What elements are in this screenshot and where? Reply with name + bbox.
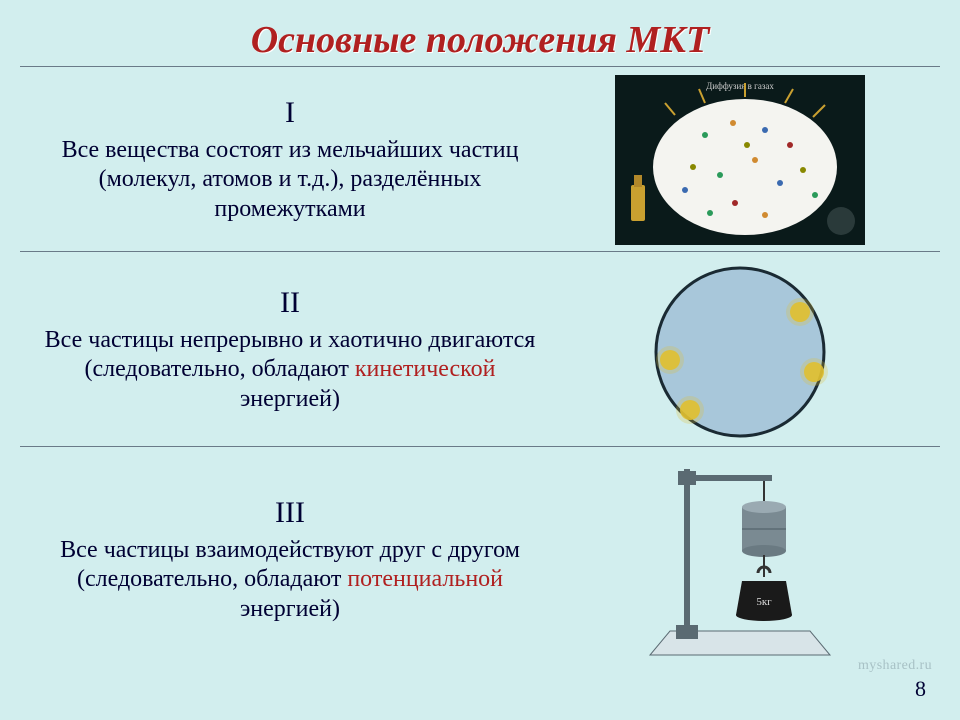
row-3-desc-post: энергией) bbox=[240, 596, 340, 622]
row-3-roman: III bbox=[38, 496, 542, 530]
row-3-desc: Все частицы взаимодействуют друг с друго… bbox=[38, 536, 542, 624]
kinetic-figure bbox=[630, 260, 850, 440]
row-1: I Все вещества состоят из мельчайших час… bbox=[20, 66, 940, 251]
row-3: III Все частицы взаимодействуют друг с д… bbox=[20, 446, 940, 671]
row-1-text: I Все вещества состоят из мельчайших час… bbox=[20, 96, 560, 224]
row-2-desc-em: кинетической bbox=[355, 356, 496, 382]
diffusion-caption: Диффузия в газах bbox=[706, 81, 774, 91]
row-1-desc: Все вещества состоят из мельчайших части… bbox=[38, 136, 542, 224]
row-2-desc-post: энергией) bbox=[240, 386, 340, 412]
row-3-text: III Все частицы взаимодействуют друг с д… bbox=[20, 496, 560, 624]
stand-figure: 5кг bbox=[630, 455, 850, 665]
upper-cylinder bbox=[742, 501, 786, 557]
row-1-image: Диффузия в газах bbox=[560, 75, 920, 245]
slide-title: Основные положения МКТ bbox=[20, 18, 940, 62]
row-2-desc: Все частицы непрерывно и хаотично двигаю… bbox=[38, 326, 542, 414]
row-3-desc-em: потенциальной bbox=[347, 566, 503, 592]
row-3-image: 5кг bbox=[560, 455, 920, 665]
weight-label: 5кг bbox=[756, 596, 772, 608]
row-2-image bbox=[560, 260, 920, 440]
row-1-roman: I bbox=[38, 96, 542, 130]
page-number: 8 bbox=[915, 676, 926, 702]
watermark: myshared.ru bbox=[858, 658, 932, 674]
diffusion-figure: Диффузия в газах bbox=[615, 75, 865, 245]
row-2: II Все частицы непрерывно и хаотично дви… bbox=[20, 251, 940, 446]
row-2-roman: II bbox=[38, 286, 542, 320]
row-2-text: II Все частицы непрерывно и хаотично дви… bbox=[20, 286, 560, 414]
